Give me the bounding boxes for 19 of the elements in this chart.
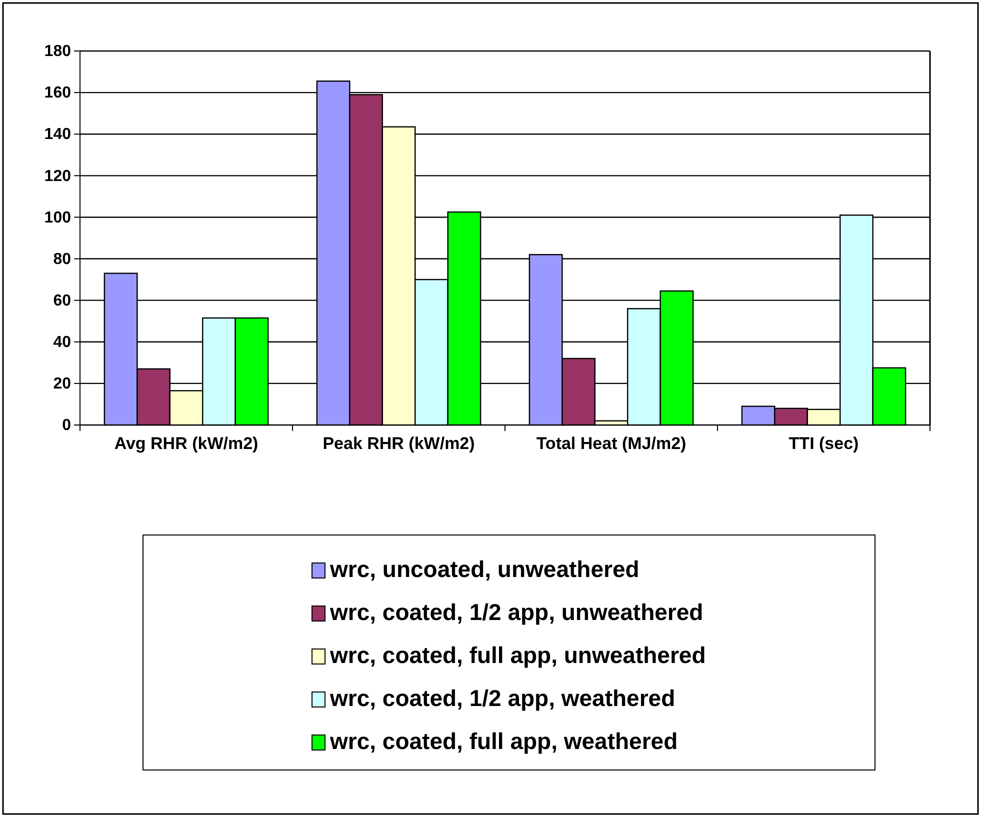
y-tick-label: 100 — [44, 209, 72, 226]
x-tick-label: Avg RHR (kW/m2) — [114, 434, 258, 454]
y-tick-label: 20 — [53, 376, 72, 393]
y-tick-label: 140 — [44, 126, 72, 144]
y-tick-label: 60 — [53, 292, 72, 310]
y-tick-label: 40 — [53, 334, 72, 352]
legend-label: wrc, uncoated, unweathered — [329, 556, 640, 582]
y-tick-label: 120 — [44, 168, 72, 185]
legend-label: wrc, coated, full app, unweathered — [329, 642, 706, 668]
x-tick-label: TTI (sec) — [788, 434, 859, 454]
y-tick-label: 0 — [62, 417, 72, 434]
x-tick-label: Total Heat (MJ/m2) — [536, 434, 686, 454]
legend-label: wrc, coated, 1/2 app, unweathered — [329, 599, 704, 625]
y-tick-label: 160 — [44, 84, 72, 102]
legend-label: wrc, coated, full app, weathered — [329, 728, 678, 754]
y-tick-label: 180 — [44, 43, 72, 60]
x-tick-label: Peak RHR (kW/m2) — [322, 434, 475, 454]
y-tick-label: 80 — [53, 250, 72, 268]
legend-label: wrc, coated, 1/2 app, weathered — [329, 685, 676, 711]
